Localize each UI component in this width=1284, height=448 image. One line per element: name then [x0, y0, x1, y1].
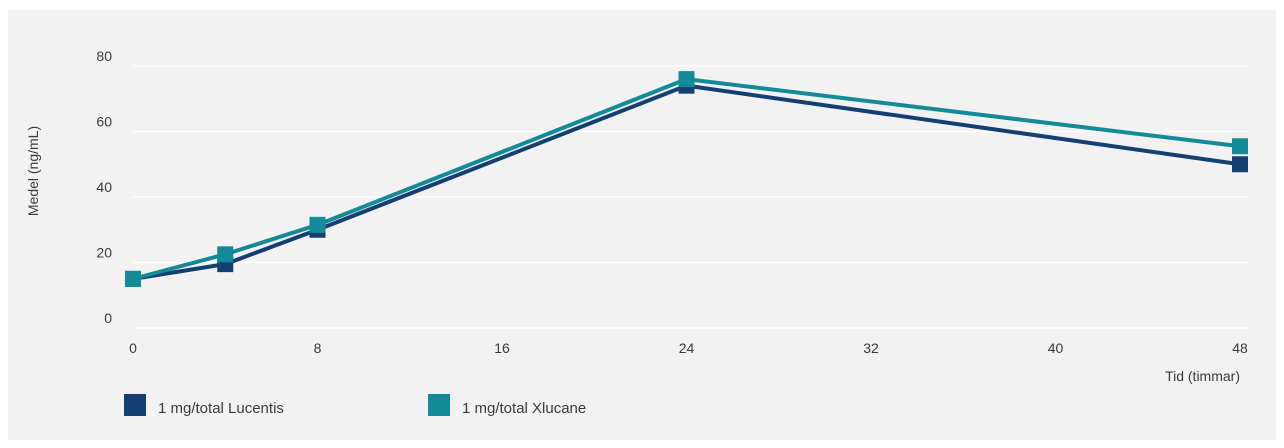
series-2 [125, 71, 1248, 287]
x-tick-label-32: 32 [863, 340, 879, 356]
x-tick-labels: 0 8 16 24 32 40 48 [129, 340, 1248, 356]
legend-label-1: 1 mg/total Lucentis [158, 400, 284, 417]
legend-item-2: 1 mg/total Xlucane [428, 394, 586, 417]
x-tick-label-8: 8 [314, 340, 322, 356]
gridlines [133, 65, 1248, 329]
x-tick-label-40: 40 [1048, 340, 1064, 356]
legend-swatch-2 [428, 394, 450, 416]
x-tick-label-48: 48 [1232, 340, 1248, 356]
x-axis-title: Tid (timmar) [1165, 368, 1240, 384]
y-tick-labels: 0 20 40 60 80 [96, 48, 112, 326]
y-tick-label-20: 20 [96, 245, 112, 261]
series-1-point-4 [1232, 156, 1248, 173]
series-2-point-3 [678, 71, 695, 88]
series-lines [125, 71, 1248, 287]
legend-item-1: 1 mg/total Lucentis [124, 394, 284, 417]
series-2-point-4 [1232, 138, 1248, 155]
x-tick-label-24: 24 [679, 340, 695, 356]
legend-swatch-1 [124, 394, 146, 416]
series-1-line [132, 83, 1241, 281]
series-1 [125, 77, 1248, 287]
legend: 1 mg/total Lucentis 1 mg/total Xlucane [124, 394, 586, 417]
series-2-point-1 [217, 246, 234, 263]
legend-label-2: 1 mg/total Xlucane [462, 400, 586, 417]
series-2-line [132, 77, 1241, 281]
line-chart: 0 20 40 60 80 0 8 16 24 32 40 48 Medel (ng/mL) Tid… [25, 48, 1248, 417]
y-tick-label-80: 80 [96, 48, 112, 64]
y-tick-label-60: 60 [96, 114, 112, 130]
y-axis-title: Medel (ng/mL) [25, 126, 41, 216]
y-tick-label-40: 40 [96, 179, 112, 195]
y-tick-label-0: 0 [104, 310, 112, 326]
chart-panel: 0 20 40 60 80 0 8 16 24 32 40 48 Medel (ng/mL) Tid… [8, 10, 1276, 440]
x-tick-label-16: 16 [494, 340, 510, 356]
series-2-point-2 [309, 216, 326, 233]
series-2-point-0 [125, 270, 141, 287]
x-tick-label-0: 0 [129, 340, 137, 356]
